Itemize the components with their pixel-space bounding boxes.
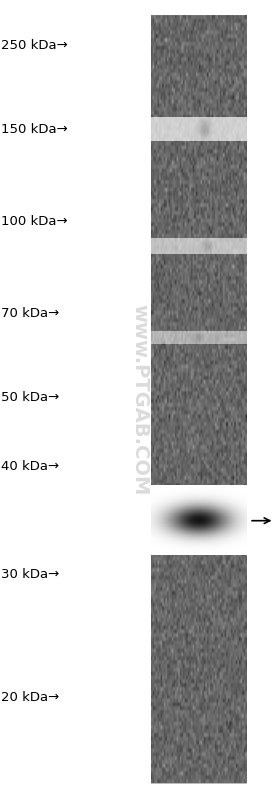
Text: 40 kDa→: 40 kDa→ — [1, 460, 60, 474]
Text: www.PTGAB.COM: www.PTGAB.COM — [130, 304, 150, 495]
Text: 100 kDa→: 100 kDa→ — [1, 215, 68, 228]
Text: 50 kDa→: 50 kDa→ — [1, 392, 60, 404]
Bar — [151, 16, 246, 783]
Text: 150 kDa→: 150 kDa→ — [1, 123, 68, 136]
Text: 250 kDa→: 250 kDa→ — [1, 38, 68, 52]
Text: 70 kDa→: 70 kDa→ — [1, 307, 60, 320]
Text: 20 kDa→: 20 kDa→ — [1, 690, 60, 704]
Text: 30 kDa→: 30 kDa→ — [1, 568, 60, 581]
